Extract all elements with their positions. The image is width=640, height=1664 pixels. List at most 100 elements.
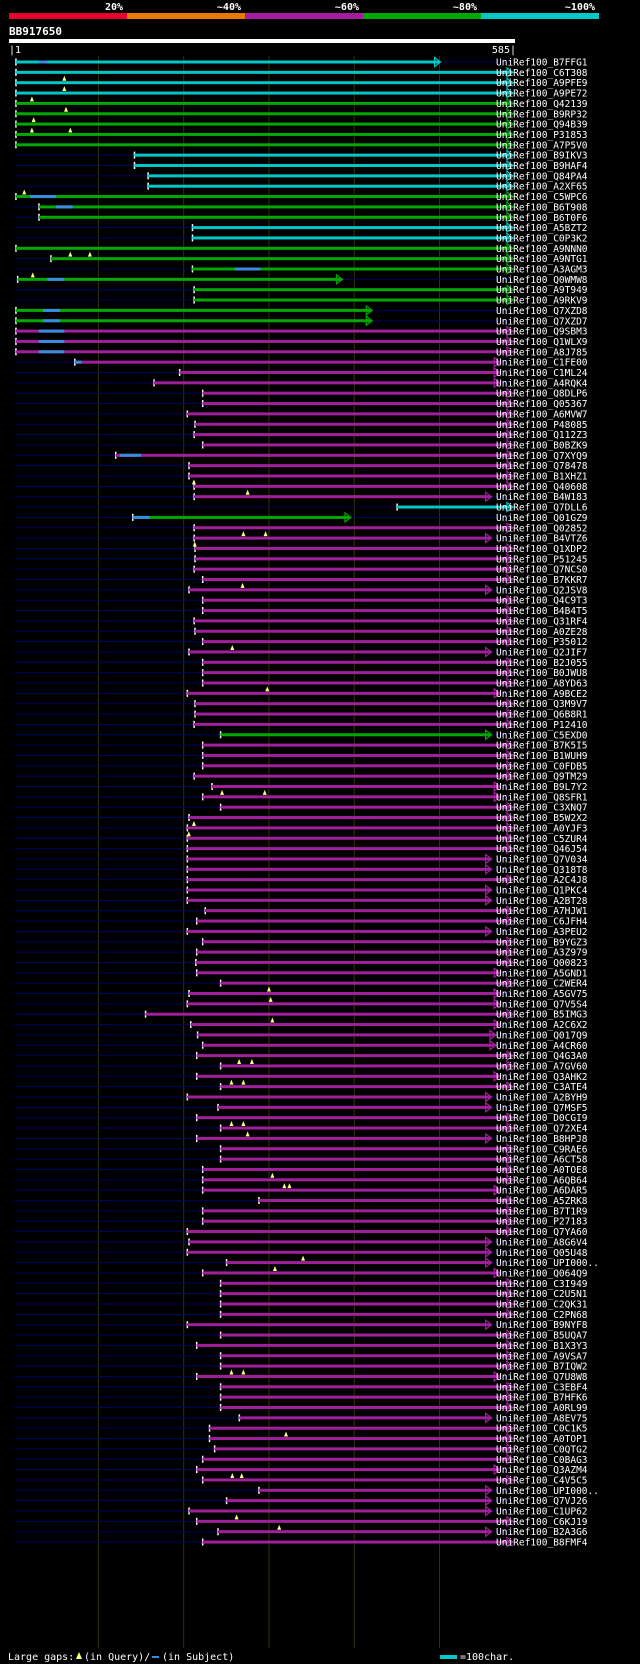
hit-label[interactable]: UniRef100_Q2JSV8 — [496, 585, 588, 596]
hit-label[interactable]: UniRef100_C0BAG3 — [496, 1455, 588, 1466]
hit-label[interactable]: UniRef100_A0YJF3 — [496, 823, 588, 834]
hit-label[interactable]: UniRef100_Q8SFR1 — [496, 792, 588, 803]
hit-label[interactable]: UniRef100_A9NTG1 — [496, 254, 588, 265]
hit-label[interactable]: UniRef100_C3XNQ7 — [496, 803, 588, 814]
hit-label[interactable]: UniRef100_A8G6V4 — [496, 1237, 588, 1248]
hit-label[interactable]: UniRef100_C3EBF4 — [496, 1382, 588, 1393]
hit-label[interactable]: UniRef100_Q7NCS0 — [496, 565, 588, 576]
hit-label[interactable]: UniRef100_D0CGI9 — [496, 1113, 588, 1124]
hit-label[interactable]: UniRef100_Q7YA60 — [496, 1227, 588, 1238]
hit-label[interactable]: UniRef100_C6KJ19 — [496, 1517, 588, 1528]
hit-label[interactable]: UniRef100_B5UQA7 — [496, 1331, 588, 1342]
hit-label[interactable]: UniRef100_C5EXD0 — [496, 730, 588, 741]
hit-label[interactable]: UniRef100_Q00823 — [496, 958, 588, 969]
hit-label[interactable]: UniRef100_B5W2X2 — [496, 813, 588, 824]
hit-label[interactable]: UniRef100_Q3AZM4 — [496, 1465, 588, 1476]
hit-label[interactable]: UniRef100_Q1XDP2 — [496, 544, 588, 555]
hit-label[interactable]: UniRef100_Q2JIF7 — [496, 647, 588, 658]
hit-label[interactable]: UniRef100_Q84PA4 — [496, 171, 588, 182]
hit-label[interactable]: UniRef100_A4RQK4 — [496, 378, 588, 389]
hit-label[interactable]: UniRef100_B7IQW2 — [496, 1362, 588, 1373]
hit-label[interactable]: UniRef100_Q8DLP6 — [496, 389, 588, 400]
hit-label[interactable]: UniRef100_B6T908 — [496, 202, 588, 213]
hit-label[interactable]: UniRef100_C6T308 — [496, 68, 588, 79]
hit-label[interactable]: UniRef100_A0RL99 — [496, 1403, 588, 1414]
hit-label[interactable]: UniRef100_A8EV75 — [496, 1413, 588, 1424]
hit-label[interactable]: UniRef100_B9L7Y2 — [496, 782, 588, 793]
hit-label[interactable]: UniRef100_A6QB64 — [496, 1175, 588, 1186]
hit-label[interactable]: UniRef100_B8FMF4 — [496, 1538, 588, 1549]
hit-label[interactable]: UniRef100_C1ML24 — [496, 368, 588, 379]
hit-label[interactable]: UniRef100_A4CR60 — [496, 1041, 588, 1052]
hit-label[interactable]: UniRef100_B4VTZ6 — [496, 534, 588, 545]
hit-label[interactable]: UniRef100_A3Z979 — [496, 948, 588, 959]
hit-label[interactable]: UniRef100_B0JWU8 — [496, 668, 588, 679]
hit-label[interactable]: UniRef100_Q7V034 — [496, 854, 588, 865]
hit-label[interactable]: UniRef100_A8YD63 — [496, 679, 588, 690]
hit-label[interactable]: UniRef100_A9PE72 — [496, 89, 588, 100]
hit-label[interactable]: UniRef100_Q3AHK2 — [496, 1072, 588, 1083]
hit-label[interactable]: UniRef100_Q46J54 — [496, 844, 588, 855]
hit-label[interactable]: UniRef100_A2XF65 — [496, 182, 588, 193]
hit-label[interactable]: UniRef100_A6DAR5 — [496, 1186, 588, 1197]
hit-label[interactable]: UniRef100_A5GND1 — [496, 968, 588, 979]
hit-label[interactable]: UniRef100_UPI000.. — [496, 1258, 599, 1269]
hit-label[interactable]: UniRef100_A2BT28 — [496, 896, 588, 907]
hit-label[interactable]: UniRef100_A9T949 — [496, 285, 588, 296]
hit-label[interactable]: UniRef100_A5ZRK8 — [496, 1196, 588, 1207]
hit-label[interactable]: UniRef100_C1UP62 — [496, 1507, 588, 1518]
hit-label[interactable]: UniRef100_A6MVW7 — [496, 409, 588, 420]
hit-label[interactable]: UniRef100_Q0WMW8 — [496, 275, 588, 286]
hit-label[interactable]: UniRef100_B4B4T5 — [496, 606, 588, 617]
hit-label[interactable]: UniRef100_B9IKV3 — [496, 151, 588, 162]
hit-label[interactable]: UniRef100_Q7U8W8 — [496, 1372, 588, 1383]
hit-label[interactable]: UniRef100_C0C1K5 — [496, 1424, 588, 1435]
hit-label[interactable]: UniRef100_Q9TM29 — [496, 772, 588, 783]
hit-label[interactable]: UniRef100_A7P5V0 — [496, 140, 588, 151]
hit-label[interactable]: UniRef100_B9YGZ3 — [496, 937, 588, 948]
hit-label[interactable]: UniRef100_B5IMG3 — [496, 1010, 588, 1021]
hit-label[interactable]: UniRef100_B7KKR7 — [496, 575, 588, 586]
hit-label[interactable]: UniRef100_C0QTG2 — [496, 1444, 588, 1455]
hit-label[interactable]: UniRef100_A2BYH9 — [496, 1093, 588, 1104]
hit-label[interactable]: UniRef100_P48085 — [496, 420, 588, 431]
hit-label[interactable]: UniRef100_A9NNN0 — [496, 244, 588, 255]
hit-label[interactable]: UniRef100_C9RAE6 — [496, 1144, 588, 1155]
hit-label[interactable]: UniRef100_C6JFH4 — [496, 917, 588, 928]
hit-label[interactable]: UniRef100_UPI000.. — [496, 1486, 599, 1497]
hit-label[interactable]: UniRef100_B0BZK9 — [496, 440, 588, 451]
hit-label[interactable]: UniRef100_A5GV75 — [496, 989, 588, 1000]
hit-label[interactable]: UniRef100_Q7XZD8 — [496, 306, 588, 317]
hit-label[interactable]: UniRef100_B7HFK6 — [496, 1393, 588, 1404]
hit-label[interactable]: UniRef100_A6CT58 — [496, 1155, 588, 1166]
hit-label[interactable]: UniRef100_C4V5C5 — [496, 1475, 588, 1486]
hit-label[interactable]: UniRef100_A3PEU2 — [496, 927, 588, 938]
hit-label[interactable]: UniRef100_A2C6X2 — [496, 1020, 588, 1031]
hit-label[interactable]: UniRef100_Q6B8R1 — [496, 710, 588, 721]
hit-label[interactable]: UniRef100_A7GV60 — [496, 1061, 588, 1072]
hit-label[interactable]: UniRef100_C2WER4 — [496, 979, 588, 990]
hit-label[interactable]: UniRef100_B7T1R9 — [496, 1206, 588, 1217]
hit-label[interactable]: UniRef100_C0FDB5 — [496, 761, 588, 772]
hit-label[interactable]: UniRef100_Q72XE4 — [496, 1124, 588, 1135]
hit-label[interactable]: UniRef100_C3I949 — [496, 1279, 588, 1290]
hit-label[interactable]: UniRef100_Q42139 — [496, 99, 588, 110]
hit-label[interactable]: UniRef100_Q94B39 — [496, 120, 588, 131]
hit-label[interactable]: UniRef100_B9HAF4 — [496, 161, 588, 172]
hit-label[interactable]: UniRef100_Q112Z3 — [496, 430, 588, 441]
hit-label[interactable]: UniRef100_A9VSA7 — [496, 1351, 588, 1362]
hit-label[interactable]: UniRef100_A0TOE8 — [496, 1165, 588, 1176]
hit-label[interactable]: UniRef100_A5BZT2 — [496, 223, 588, 234]
hit-label[interactable]: UniRef100_B7FFG1 — [496, 58, 588, 69]
hit-label[interactable]: UniRef100_Q7V5S4 — [496, 999, 588, 1010]
hit-label[interactable]: UniRef100_Q4C9T3 — [496, 596, 588, 607]
hit-label[interactable]: UniRef100_A3AGM3 — [496, 265, 588, 276]
hit-label[interactable]: UniRef100_A8J785 — [496, 347, 588, 358]
hit-label[interactable]: UniRef100_C2QK31 — [496, 1300, 588, 1311]
hit-label[interactable]: UniRef100_A0TOP1 — [496, 1434, 588, 1445]
hit-label[interactable]: UniRef100_C1FE00 — [496, 358, 588, 369]
hit-label[interactable]: UniRef100_Q78478 — [496, 461, 588, 472]
hit-label[interactable]: UniRef100_Q7VJ26 — [496, 1496, 588, 1507]
hit-label[interactable]: UniRef100_B7K5I5 — [496, 741, 588, 752]
hit-label[interactable]: UniRef100_Q02852 — [496, 523, 588, 534]
